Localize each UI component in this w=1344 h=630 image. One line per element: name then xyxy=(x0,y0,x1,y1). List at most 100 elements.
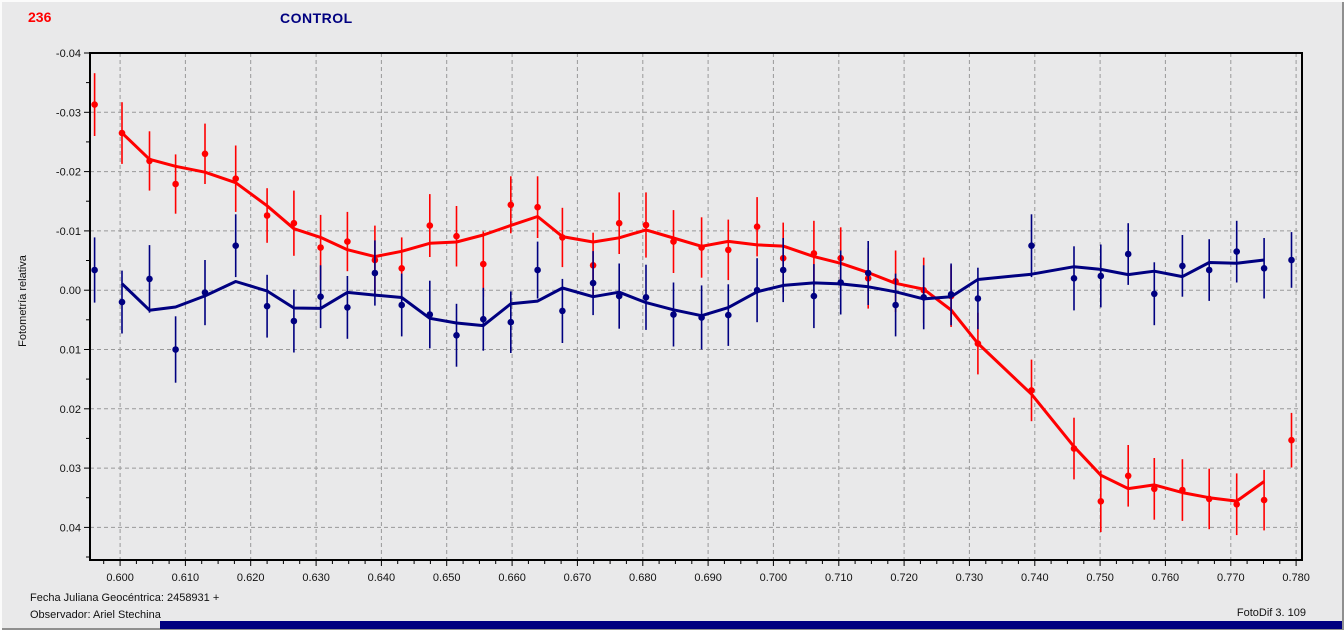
series-blue-point xyxy=(892,301,899,309)
svg-text:-0.01: -0.01 xyxy=(56,226,81,238)
series-blue-point xyxy=(344,304,351,311)
series-red-point xyxy=(1205,495,1213,503)
series-blue-point xyxy=(810,292,818,300)
series-blue-point xyxy=(232,242,239,249)
series-blue-point xyxy=(453,332,460,339)
series-red-point xyxy=(1151,485,1158,493)
series-blue-point xyxy=(1070,275,1078,282)
series-blue-point xyxy=(146,275,153,283)
series-blue-point xyxy=(1097,272,1105,280)
series-blue xyxy=(91,214,1295,383)
series-red-point xyxy=(1260,496,1268,504)
series-blue-point xyxy=(201,289,209,296)
svg-text:0.630: 0.630 xyxy=(302,572,330,584)
svg-text:0.650: 0.650 xyxy=(433,572,461,584)
app-version-label: FotoDif 3. 109 xyxy=(1236,607,1306,619)
y-axis-ticks: -0.04 -0.03 -0.02 -0.01 0.00 0.01 0.02 0.03 0.04 xyxy=(56,48,90,558)
svg-text:0.710: 0.710 xyxy=(825,572,853,584)
series-red-smoothed-line xyxy=(120,131,1265,503)
series-red-point xyxy=(426,222,434,229)
series-blue-point xyxy=(398,301,406,309)
series-blue-point xyxy=(1151,290,1158,298)
svg-text:0.01: 0.01 xyxy=(60,345,81,357)
svg-text:-0.02: -0.02 xyxy=(56,167,81,179)
x-axis-ticks: 0.600 0.610 0.620 0.630 0.640 0.650 0.660 0.670… xyxy=(103,560,1310,584)
series-blue-point xyxy=(118,298,126,306)
series-red-point xyxy=(201,150,209,158)
svg-text:0.670: 0.670 xyxy=(564,572,592,584)
series-red-point xyxy=(725,246,732,254)
gridlines xyxy=(90,52,1302,560)
series-red-point xyxy=(290,219,298,227)
series-blue-point xyxy=(974,295,982,302)
series-red-point xyxy=(507,201,515,209)
series-red-point xyxy=(172,180,179,188)
series-blue-point xyxy=(615,292,623,300)
series-blue-point xyxy=(670,311,677,318)
series-red-point xyxy=(91,101,98,108)
svg-text:0.750: 0.750 xyxy=(1086,572,1114,584)
series-red xyxy=(91,73,1295,536)
series-red-point xyxy=(810,250,818,257)
series-red-point xyxy=(263,212,271,219)
series-blue-point xyxy=(172,346,179,353)
svg-text:0.720: 0.720 xyxy=(890,572,918,584)
svg-text:0.620: 0.620 xyxy=(237,572,265,584)
series-red-point xyxy=(753,223,761,230)
object-number: 236 xyxy=(28,9,52,25)
series-blue-point xyxy=(1260,265,1268,272)
series-blue-point xyxy=(263,302,271,310)
series-red-point xyxy=(1124,472,1132,480)
series-blue-point xyxy=(837,279,844,286)
svg-text:0.780: 0.780 xyxy=(1282,572,1310,584)
series-red-point xyxy=(1028,387,1035,394)
chart-title: CONTROL xyxy=(280,10,353,26)
series-red-point xyxy=(453,232,460,240)
series-red-point xyxy=(344,238,351,245)
series-blue-point xyxy=(1124,250,1132,258)
series-red-point xyxy=(1097,498,1105,505)
series-blue-point xyxy=(371,269,379,277)
svg-text:0.700: 0.700 xyxy=(760,572,788,584)
svg-text:0.640: 0.640 xyxy=(368,572,396,584)
svg-text:0.03: 0.03 xyxy=(60,463,81,475)
series-blue-point xyxy=(290,317,298,325)
series-blue-point xyxy=(753,286,761,294)
series-blue-point xyxy=(698,314,705,321)
svg-text:0.02: 0.02 xyxy=(60,404,81,416)
series-red-point xyxy=(642,221,650,229)
series-red-point xyxy=(1288,436,1295,444)
series-blue-point xyxy=(589,279,597,287)
svg-text:-0.03: -0.03 xyxy=(56,107,81,119)
svg-text:0.740: 0.740 xyxy=(1021,572,1049,584)
plot-frame xyxy=(89,52,1303,561)
svg-text:0.760: 0.760 xyxy=(1152,572,1180,584)
svg-text:0.730: 0.730 xyxy=(956,572,984,584)
series-red-point xyxy=(534,203,541,211)
series-blue-point xyxy=(1288,256,1295,264)
series-blue-point xyxy=(642,294,650,301)
series-red-point xyxy=(317,244,324,251)
series-blue-point xyxy=(1028,242,1035,249)
series-red-point xyxy=(232,175,239,182)
series-red-point xyxy=(1070,445,1078,452)
svg-text:0.600: 0.600 xyxy=(106,572,134,584)
series-blue-point xyxy=(725,311,732,319)
series-red-point xyxy=(698,244,705,251)
series-red-point xyxy=(480,260,487,268)
svg-text:0.690: 0.690 xyxy=(694,572,722,584)
julian-date-label: Fecha Juliana Geocéntrica: 2458931 + xyxy=(30,592,220,604)
status-bar xyxy=(160,621,1342,629)
series-red-point xyxy=(974,340,982,347)
observer-label: Observador: Ariel Stechina xyxy=(30,609,161,621)
series-blue-point xyxy=(1179,262,1186,270)
series-blue-point xyxy=(534,266,541,274)
series-blue-point xyxy=(559,307,566,315)
series-blue-smoothed-line xyxy=(120,258,1265,328)
series-blue-point xyxy=(920,294,927,301)
series-red-point xyxy=(559,234,566,241)
svg-text:0.660: 0.660 xyxy=(498,572,526,584)
svg-text:0.680: 0.680 xyxy=(629,572,657,584)
